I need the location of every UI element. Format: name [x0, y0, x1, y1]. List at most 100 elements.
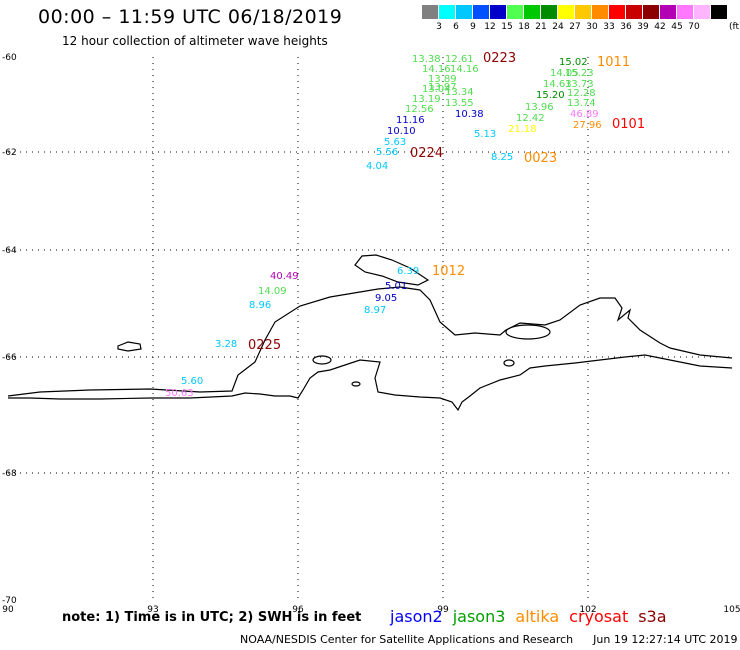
scale-label: 39	[637, 22, 649, 32]
pass-time-labels: 0223 1011 0101 0224 0023 1012 0225	[248, 51, 645, 353]
credit-text: NOAA/NESDIS Center for Satellite Applica…	[240, 633, 574, 646]
scale-label: 27	[569, 22, 581, 32]
scale-swatch	[609, 5, 625, 19]
pass-time-label: 1011	[597, 55, 630, 70]
scale-swatch	[694, 5, 710, 19]
wave-height-value: 5.01	[385, 281, 407, 292]
scale-swatch	[626, 5, 642, 19]
wave-height-value: 13.34	[445, 87, 474, 98]
wave-height-value: 12.42	[516, 113, 545, 124]
wave-height-value: 9.05	[375, 293, 397, 304]
latitude-label: -64	[2, 246, 17, 256]
wave-height-value: 14.05	[550, 68, 579, 79]
wave-height-value: 15.20	[536, 90, 565, 101]
wave-height-value: 50.63	[165, 388, 194, 399]
map-title: 00:00 – 11:59 UTC 06/18/2019	[38, 6, 343, 28]
scale-swatch	[592, 5, 608, 19]
mainland-coast	[7, 286, 733, 412]
map-grid	[8, 57, 732, 600]
wave-height-value: 12.28	[567, 88, 596, 99]
latitude-label: -68	[2, 469, 17, 479]
scale-swatch	[439, 5, 455, 19]
ice-feature	[312, 355, 332, 365]
pass-time-label: 0023	[524, 151, 557, 166]
wave-height-value: 27.96	[573, 120, 602, 131]
scale-label: 21	[535, 22, 547, 32]
scale-swatch	[575, 5, 591, 19]
scale-swatch	[558, 5, 574, 19]
wave-height-value: 14.16	[450, 64, 479, 75]
scale-label: 30	[586, 22, 598, 32]
scale-label: 9	[470, 22, 476, 32]
wave-height-value: 5.60	[181, 376, 203, 387]
wave-height-value: 40.49	[270, 271, 299, 282]
ice-feature	[505, 324, 551, 340]
longitude-label: 96	[292, 605, 304, 615]
longitude-label: 90	[2, 605, 14, 615]
scale-unit: (ft)	[729, 22, 740, 32]
wave-height-value: 8.96	[249, 300, 271, 311]
ice-feature	[351, 381, 361, 387]
scale-label: 3	[436, 22, 442, 32]
axis-labels: 90 93 96 99 102 105 -60 -62 -64 -66 -68 -70	[2, 53, 740, 615]
wave-height-value: 13.04	[422, 84, 451, 95]
satellite-legend-item: altika	[515, 607, 560, 626]
pass-time-label: 0101	[612, 117, 645, 132]
map-subtitle: 12 hour collection of altimeter wave hei…	[62, 34, 328, 48]
scale-label: 42	[654, 22, 666, 32]
wave-height-value: 13.38	[412, 54, 441, 65]
latitude-label: -66	[2, 353, 17, 363]
wave-height-value: 14.16	[422, 64, 451, 75]
wave-height-value: 4.04	[366, 161, 388, 172]
wave-height-value: 5.56	[376, 147, 398, 158]
longitude-label: 102	[579, 605, 596, 615]
scale-swatch	[524, 5, 540, 19]
scale-label: 45	[671, 22, 683, 32]
scale-swatch	[456, 5, 472, 19]
wave-height-value: 5.13	[474, 129, 496, 140]
scale-label: 12	[484, 22, 496, 32]
satellite-legend-item: jason3	[452, 607, 506, 626]
wave-height-value: 46.89	[570, 109, 599, 120]
scale-swatch	[490, 5, 506, 19]
scale-swatch	[507, 5, 523, 19]
scale-swatch	[541, 5, 557, 19]
wave-height-value: 5.63	[384, 137, 406, 148]
satellite-legend-item: jason2	[390, 607, 443, 626]
latitude-label: -70	[2, 596, 17, 606]
wave-height-value: 13.97	[428, 82, 457, 93]
wave-height-value: 3.28	[215, 339, 237, 350]
scale-label: 70	[688, 22, 700, 32]
longitude-label: 99	[437, 605, 449, 615]
wave-height-value: 21.18	[508, 124, 537, 135]
wave-height-value: 11.16	[396, 115, 425, 126]
scale-swatch	[422, 5, 438, 19]
longitude-label: 105	[723, 605, 740, 615]
scale-swatch	[711, 5, 727, 19]
footer-note: note: 1) Time is in UTC; 2) SWH is in fe…	[62, 610, 362, 625]
satellite-legend-item: s3a	[638, 607, 667, 626]
scale-swatch	[677, 5, 693, 19]
wave-height-value: 13.96	[525, 102, 554, 113]
ice-feature	[503, 359, 515, 367]
footer-credit: NOAA/NESDIS Center for Satellite Applica…	[240, 633, 738, 646]
latitude-label: -60	[2, 53, 17, 63]
scale-label: 18	[518, 22, 530, 32]
wave-height-value: 14.63	[543, 79, 572, 90]
scale-swatch	[660, 5, 676, 19]
wave-height-value: 13.89	[428, 74, 457, 85]
longitude-label: 93	[147, 605, 158, 615]
pass-time-label: 0225	[248, 338, 281, 353]
wave-height-value: 13.19	[412, 94, 441, 105]
wave-height-value: 6.39	[397, 266, 419, 277]
wave-height-value: 13.55	[445, 98, 474, 109]
wave-height-value: 15.02	[559, 57, 588, 68]
wave-height-value: 15.23	[565, 68, 594, 79]
generated-timestamp: Jun 19 12:27:14 UTC 2019	[593, 633, 738, 646]
wave-height-value: 10.38	[455, 109, 484, 120]
scale-label: 6	[453, 22, 459, 32]
island-coast	[117, 341, 142, 352]
scale-label: 15	[501, 22, 513, 32]
